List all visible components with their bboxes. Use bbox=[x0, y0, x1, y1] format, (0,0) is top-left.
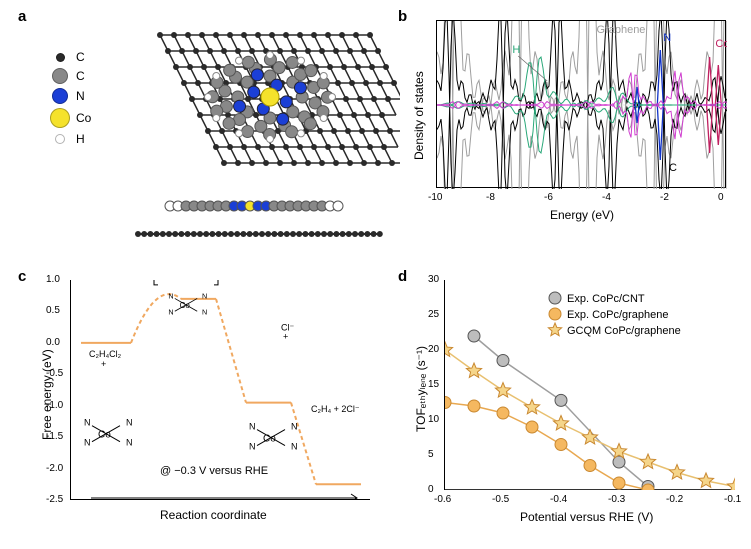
panel-a: CCNCoH bbox=[20, 10, 370, 250]
panel-d-xlabel: Potential versus RHE (V) bbox=[520, 510, 653, 524]
legend-ball-icon bbox=[56, 53, 65, 62]
svg-text:+: + bbox=[283, 332, 288, 342]
legend-label: C bbox=[76, 69, 85, 83]
legend-item: N bbox=[50, 88, 91, 104]
tick-label: -0.2 bbox=[666, 494, 683, 505]
tick-label: 5 bbox=[428, 449, 434, 460]
tick-label: 0 bbox=[428, 484, 434, 495]
tof-lines: Exp. CoPc/CNT Exp. CoPc/graphene GCQM CoPc… bbox=[445, 280, 735, 490]
tick-label: -0.4 bbox=[550, 494, 567, 505]
svg-text:Graphene: Graphene bbox=[597, 24, 646, 36]
svg-text:N: N bbox=[168, 307, 173, 316]
svg-text:N: N bbox=[202, 307, 207, 316]
svg-text:GCQM CoPc/graphene: GCQM CoPc/graphene bbox=[567, 325, 681, 337]
tick-label: -1.5 bbox=[46, 431, 63, 442]
tick-label: -0.3 bbox=[608, 494, 625, 505]
legend-label: C bbox=[76, 50, 85, 64]
svg-text:C₂H₄ + 2Cl⁻: C₂H₄ + 2Cl⁻ bbox=[311, 404, 360, 414]
panel-b-ylabel: Density of states bbox=[412, 71, 426, 160]
svg-text:N: N bbox=[291, 422, 298, 432]
legend-ball-icon bbox=[52, 88, 68, 104]
legend-ball-icon bbox=[52, 68, 68, 84]
tick-label: -0.5 bbox=[46, 368, 63, 379]
tick-label: -0.1 bbox=[724, 494, 741, 505]
tick-label: 1.0 bbox=[46, 274, 60, 285]
legend-label: Co bbox=[76, 111, 91, 125]
svg-text:N: N bbox=[168, 291, 173, 300]
svg-text:N: N bbox=[249, 442, 256, 452]
tick-label: -0.6 bbox=[434, 494, 451, 505]
svg-text:N: N bbox=[126, 438, 133, 448]
panel-d-ylabel: TOFₑₜₕyₗₑₙₑ (s⁻¹) bbox=[414, 346, 428, 432]
tick-label: -8 bbox=[486, 192, 495, 203]
svg-text:Co: Co bbox=[715, 38, 727, 50]
tick-label: 25 bbox=[428, 309, 439, 320]
svg-text:N: N bbox=[126, 418, 133, 428]
tick-label: -1.0 bbox=[46, 400, 63, 411]
tick-label: -2 bbox=[660, 192, 669, 203]
svg-text:N: N bbox=[202, 291, 207, 300]
panel-b-xlabel: Energy (eV) bbox=[550, 208, 614, 222]
panel-a-legend: CCNCoH bbox=[50, 50, 91, 150]
tick-label: -10 bbox=[428, 192, 442, 203]
svg-text:N: N bbox=[291, 442, 298, 452]
panel-c: CoNNNNCoNNNNCoNNNNHHClClCCHH‡CoNNNNC₂H₄C… bbox=[20, 270, 380, 540]
svg-text:Co: Co bbox=[180, 301, 191, 310]
tick-label: -2.5 bbox=[46, 494, 63, 505]
panel-d: Exp. CoPc/CNT Exp. CoPc/graphene GCQM CoPc… bbox=[400, 270, 740, 540]
svg-text:N: N bbox=[84, 418, 91, 428]
tick-label: -0.5 bbox=[492, 494, 509, 505]
panel-b: Graphene H N Co C Density of states Energy (… bbox=[390, 10, 740, 230]
tick-label: -2.0 bbox=[46, 463, 63, 474]
panel-c-xlabel: Reaction coordinate bbox=[160, 508, 267, 522]
legend-label: H bbox=[76, 132, 85, 146]
svg-text:Co: Co bbox=[98, 430, 111, 441]
svg-text:C₂H₄Cl₂: C₂H₄Cl₂ bbox=[89, 349, 122, 359]
molecule-top-view bbox=[140, 25, 400, 185]
legend-ball-icon bbox=[55, 134, 65, 144]
tof-plot-area: Exp. CoPc/CNT Exp. CoPc/graphene GCQM CoPc… bbox=[444, 280, 734, 490]
legend-label: N bbox=[76, 89, 85, 103]
legend-item: C bbox=[50, 68, 91, 84]
svg-text:Co: Co bbox=[263, 434, 276, 445]
dos-lines: Graphene H N Co C bbox=[437, 21, 727, 189]
tick-label: 0.5 bbox=[46, 305, 60, 316]
legend-item: H bbox=[50, 132, 91, 146]
svg-text:N: N bbox=[84, 438, 91, 448]
panel-c-annotation: @ −0.3 V versus RHE bbox=[160, 465, 268, 477]
svg-text:C: C bbox=[669, 162, 677, 174]
molecule-side-view bbox=[130, 190, 390, 250]
svg-text:+: + bbox=[101, 359, 106, 369]
tick-label: -4 bbox=[602, 192, 611, 203]
svg-text:Exp. CoPc/CNT: Exp. CoPc/CNT bbox=[567, 293, 645, 305]
tick-label: 0.0 bbox=[46, 337, 60, 348]
tick-label: 10 bbox=[428, 414, 439, 425]
svg-text:N: N bbox=[249, 422, 256, 432]
legend-item: Co bbox=[50, 108, 91, 128]
legend-ball-icon bbox=[50, 108, 70, 128]
tick-label: 20 bbox=[428, 344, 439, 355]
svg-text:N: N bbox=[663, 32, 671, 44]
tick-label: 30 bbox=[428, 274, 439, 285]
panel-c-ylabel: Free energy (eV) bbox=[40, 349, 54, 440]
tick-label: 15 bbox=[428, 379, 439, 390]
dos-plot-area: Graphene H N Co C bbox=[436, 20, 726, 188]
tick-label: -6 bbox=[544, 192, 553, 203]
tick-label: 0 bbox=[718, 192, 724, 203]
legend-item: C bbox=[50, 50, 91, 64]
svg-text:Exp. CoPc/graphene: Exp. CoPc/graphene bbox=[567, 309, 669, 321]
svg-text:H: H bbox=[512, 44, 520, 56]
